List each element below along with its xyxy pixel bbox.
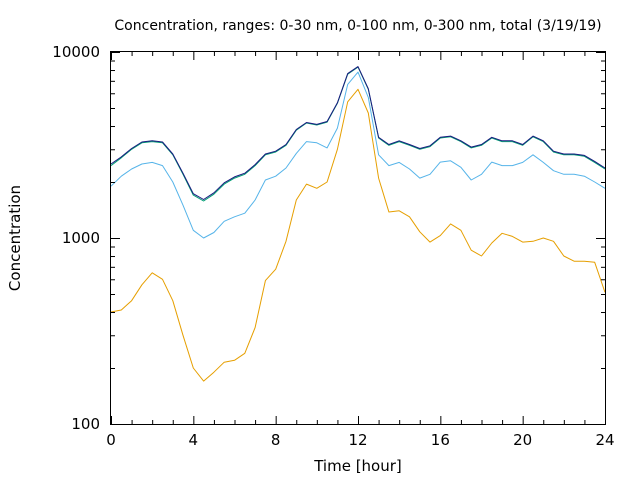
series-line-1 xyxy=(110,88,606,382)
x-axis-label: Time [hour] xyxy=(313,457,402,475)
x-tick-label: 0 xyxy=(106,431,116,449)
series-line-3 xyxy=(110,66,606,202)
x-tick-label: 20 xyxy=(513,431,532,449)
y-tick-label: 10000 xyxy=(52,43,100,61)
x-tick-label: 12 xyxy=(348,431,367,449)
x-tick-label: 16 xyxy=(431,431,450,449)
plot-frame xyxy=(110,51,606,425)
x-tick-label: 24 xyxy=(595,431,614,449)
y-axis-label: Concentration xyxy=(6,185,24,291)
tick-layer: 0 4 8 12 16 20 24 100 1000 10000 xyxy=(52,43,614,449)
y-tick-label: 100 xyxy=(71,415,100,433)
series-line-4 xyxy=(110,66,606,200)
chart-title: Concentration, ranges: 0-30 nm, 0-100 nm… xyxy=(114,18,601,34)
series-layer xyxy=(110,66,606,382)
x-tick-label: 4 xyxy=(189,431,199,449)
y-tick-label: 1000 xyxy=(62,229,100,247)
x-tick-label: 8 xyxy=(271,431,281,449)
series-line-2 xyxy=(110,71,606,239)
